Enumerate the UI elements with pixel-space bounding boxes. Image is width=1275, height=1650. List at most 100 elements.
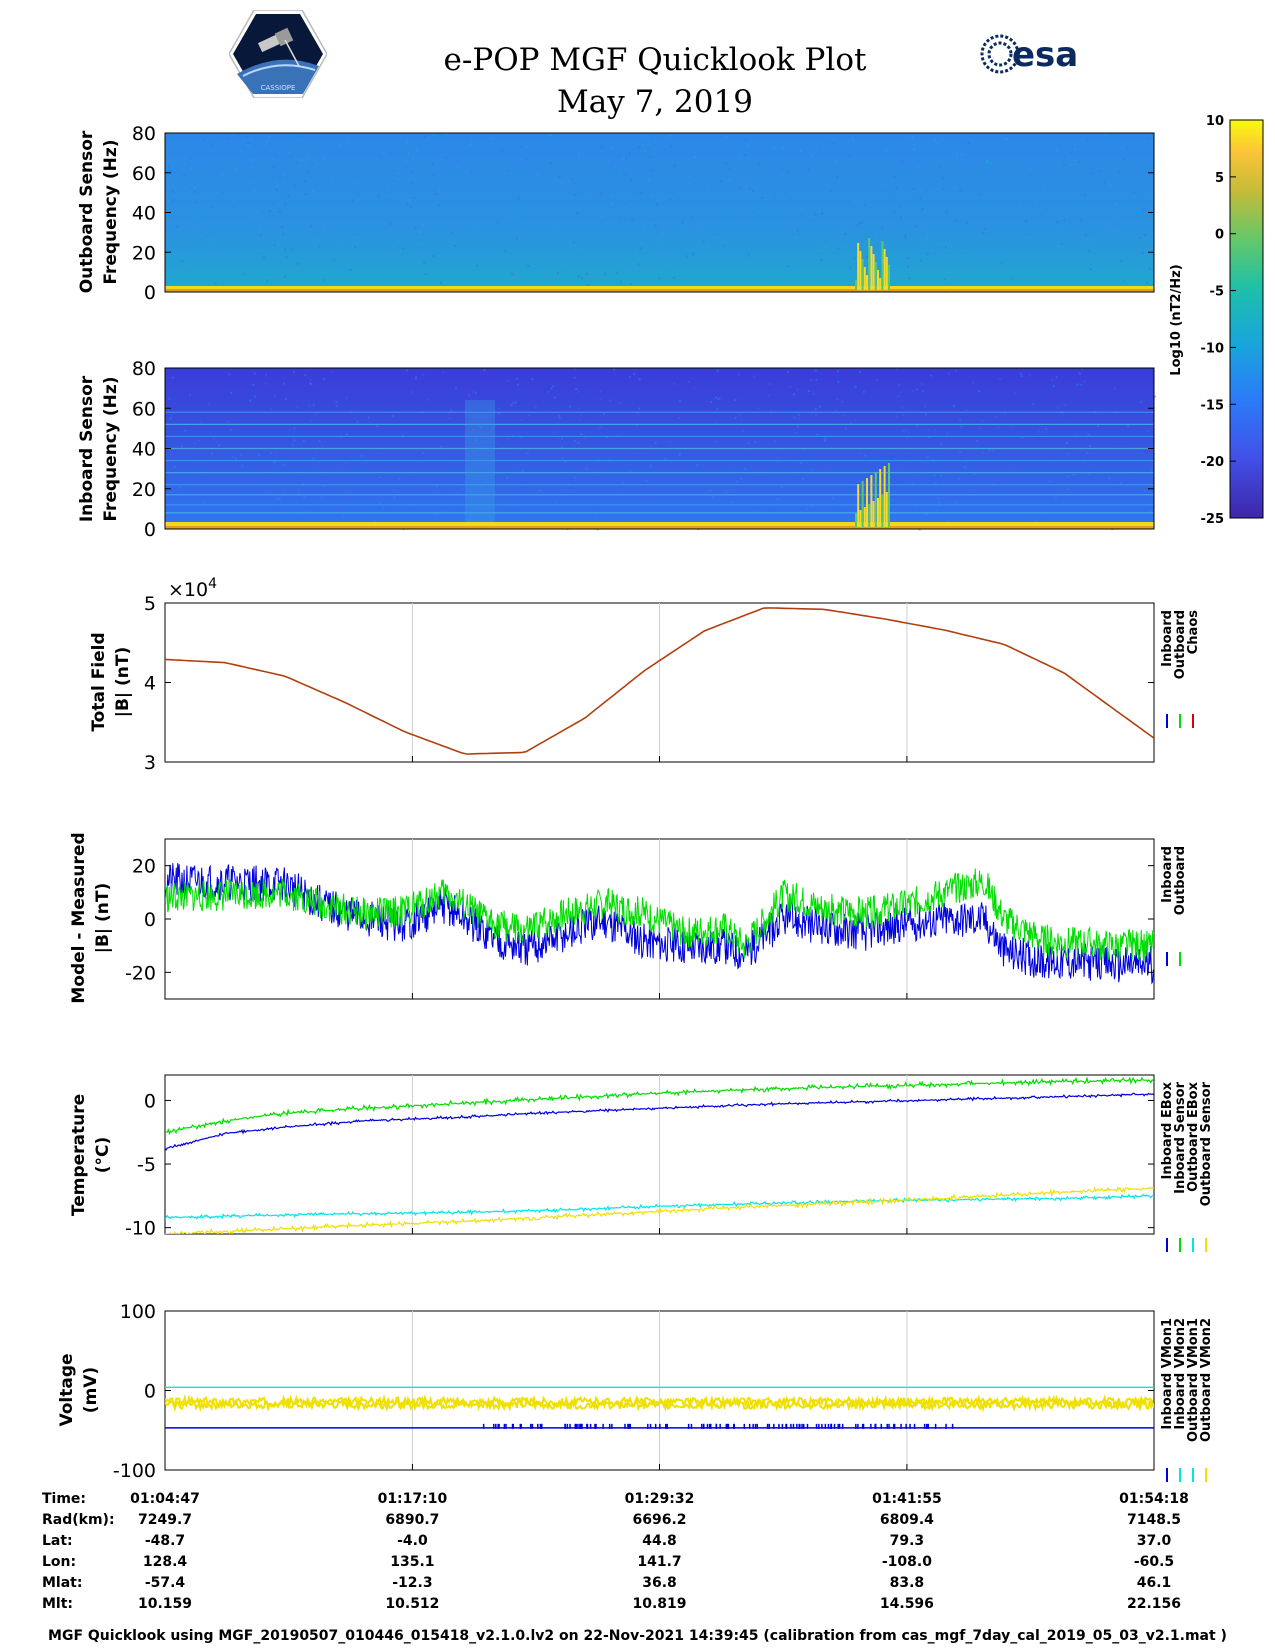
inboard-noise-speck <box>279 497 282 500</box>
outboard-noise-speck <box>942 177 945 180</box>
ephemeris-table: Time: Rad(km): Lat: Lon: Mlat: Mlt: 01:04:47 72… <box>42 1491 1189 1612</box>
inboard-noise-speck <box>169 417 172 420</box>
voltage-inboard-spike <box>861 1423 864 1429</box>
outboard-noise-speck <box>820 212 823 215</box>
inboard-noise-speck <box>988 448 991 451</box>
outboard-noise-speck <box>1056 221 1059 224</box>
voltage-legend-entry: Outboard VMon2 <box>1199 1318 1214 1442</box>
inboard-noise-speck <box>825 502 828 505</box>
inboard-noise-speck <box>978 390 981 393</box>
ephemeris-row-label: Time: <box>42 1491 86 1507</box>
inboard-noise-speck <box>510 404 513 407</box>
outboard-noise-speck <box>356 198 359 201</box>
ephemeris-cell: 6696.2 <box>632 1512 686 1528</box>
ephemeris-cell: 10.819 <box>632 1596 686 1612</box>
outboard-noise-speck <box>322 156 325 159</box>
outboard-noise-speck <box>1084 194 1087 197</box>
voltage-inboard-spike <box>531 1423 534 1429</box>
inboard-noise-speck <box>367 416 370 419</box>
outboard-noise-speck <box>916 166 919 169</box>
inboard-noise-speck <box>927 428 930 431</box>
inboard-noise-speck <box>643 501 646 504</box>
inboard-noise-speck <box>1074 502 1077 505</box>
outboard-noise-speck <box>647 177 650 180</box>
inboard-noise-speck <box>911 389 914 392</box>
temperature-panel: 0 -5 -10 Temperature (°C) Inboard EBoxInbo… <box>69 1074 1214 1252</box>
inboard-noise-speck <box>992 449 995 452</box>
inboard-noise-speck <box>583 436 586 439</box>
inboard-noise-speck <box>955 501 958 504</box>
outboard-noise-speck <box>182 162 185 165</box>
voltage-inboard-spike <box>666 1423 669 1429</box>
inboard-noise-speck <box>323 474 326 477</box>
voltage-inboard-spike <box>754 1423 757 1429</box>
voltage-inboard-spike <box>715 1423 718 1429</box>
inboard-noise-speck <box>960 425 963 428</box>
inboard-broadband-column <box>465 400 495 529</box>
outboard-noise-speck <box>807 168 810 171</box>
outboard-spectrogram-ytick-label: 40 <box>132 203 156 225</box>
inboard-noise-speck <box>558 414 561 417</box>
outboard-noise-speck <box>664 259 667 262</box>
outboard-noise-speck <box>395 250 398 253</box>
inboard-noise-speck <box>302 519 305 522</box>
inboard-noise-speck <box>422 373 425 376</box>
inboard-noise-speck <box>628 375 631 378</box>
inboard-noise-speck <box>881 473 884 476</box>
inboard-noise-speck <box>485 482 488 485</box>
inboard-noise-speck <box>174 465 177 468</box>
inboard-noise-speck <box>321 496 324 499</box>
outboard-noise-speck <box>836 176 839 179</box>
outboard-noise-speck <box>677 191 680 194</box>
colorbar-gradient <box>1229 119 1264 519</box>
outboard-noise-speck <box>912 187 915 190</box>
outboard-noise-speck <box>348 142 351 145</box>
outboard-noise-speck <box>926 233 929 236</box>
inboard-noise-speck <box>253 372 256 375</box>
outboard-spectrogram-image <box>165 133 1154 292</box>
inboard-noise-speck <box>454 387 457 390</box>
outboard-noise-speck <box>929 256 932 259</box>
voltage-inboard-spike <box>893 1423 895 1429</box>
inboard-noise-speck <box>806 508 809 511</box>
outboard-noise-speck <box>756 211 759 214</box>
ephemeris-cell: 135.1 <box>390 1554 434 1570</box>
colorbar-tick-label: 5 <box>1215 171 1224 186</box>
voltage-inboard-spike <box>654 1423 657 1429</box>
inboard-burst-column <box>883 466 886 527</box>
inboard-noise-speck <box>512 401 515 404</box>
inboard-noise-speck <box>309 382 312 385</box>
outboard-noise-speck <box>912 148 915 151</box>
outboard-noise-speck <box>571 178 574 181</box>
inboard-burst-column <box>868 504 871 527</box>
inboard-noise-speck <box>716 369 719 372</box>
outboard-noise-speck <box>352 199 355 202</box>
inboard-burst-column <box>888 463 890 527</box>
voltage-inboard-spike <box>893 1423 896 1429</box>
voltage-inboard-spike <box>575 1423 578 1429</box>
outboard-noise-speck <box>214 282 217 285</box>
outboard-noise-speck <box>672 276 675 279</box>
inboard-noise-speck <box>570 506 573 509</box>
voltage-inboard-spike <box>706 1423 709 1429</box>
inboard-noise-speck <box>598 426 601 429</box>
plot-date: May 7, 2019 <box>557 84 753 120</box>
inboard-burst-column <box>872 501 875 527</box>
outboard-noise-speck <box>768 271 771 274</box>
temperature-series-line <box>165 1193 1154 1220</box>
outboard-noise-speck <box>275 188 278 191</box>
inboard-noise-speck <box>959 419 962 422</box>
inboard-noise-speck <box>767 394 770 397</box>
outboard-noise-speck <box>548 134 551 137</box>
inboard-noise-speck <box>728 465 731 468</box>
outboard-noise-speck <box>946 245 949 248</box>
inboard-noise-speck <box>978 427 981 430</box>
inboard-noise-speck <box>490 516 493 519</box>
outboard-noise-speck <box>311 162 314 165</box>
outboard-burst-column <box>870 246 873 290</box>
outboard-noise-speck <box>919 197 922 200</box>
outboard-noise-speck <box>235 168 238 171</box>
inboard-noise-speck <box>902 414 905 417</box>
inboard-noise-speck <box>1147 429 1150 432</box>
